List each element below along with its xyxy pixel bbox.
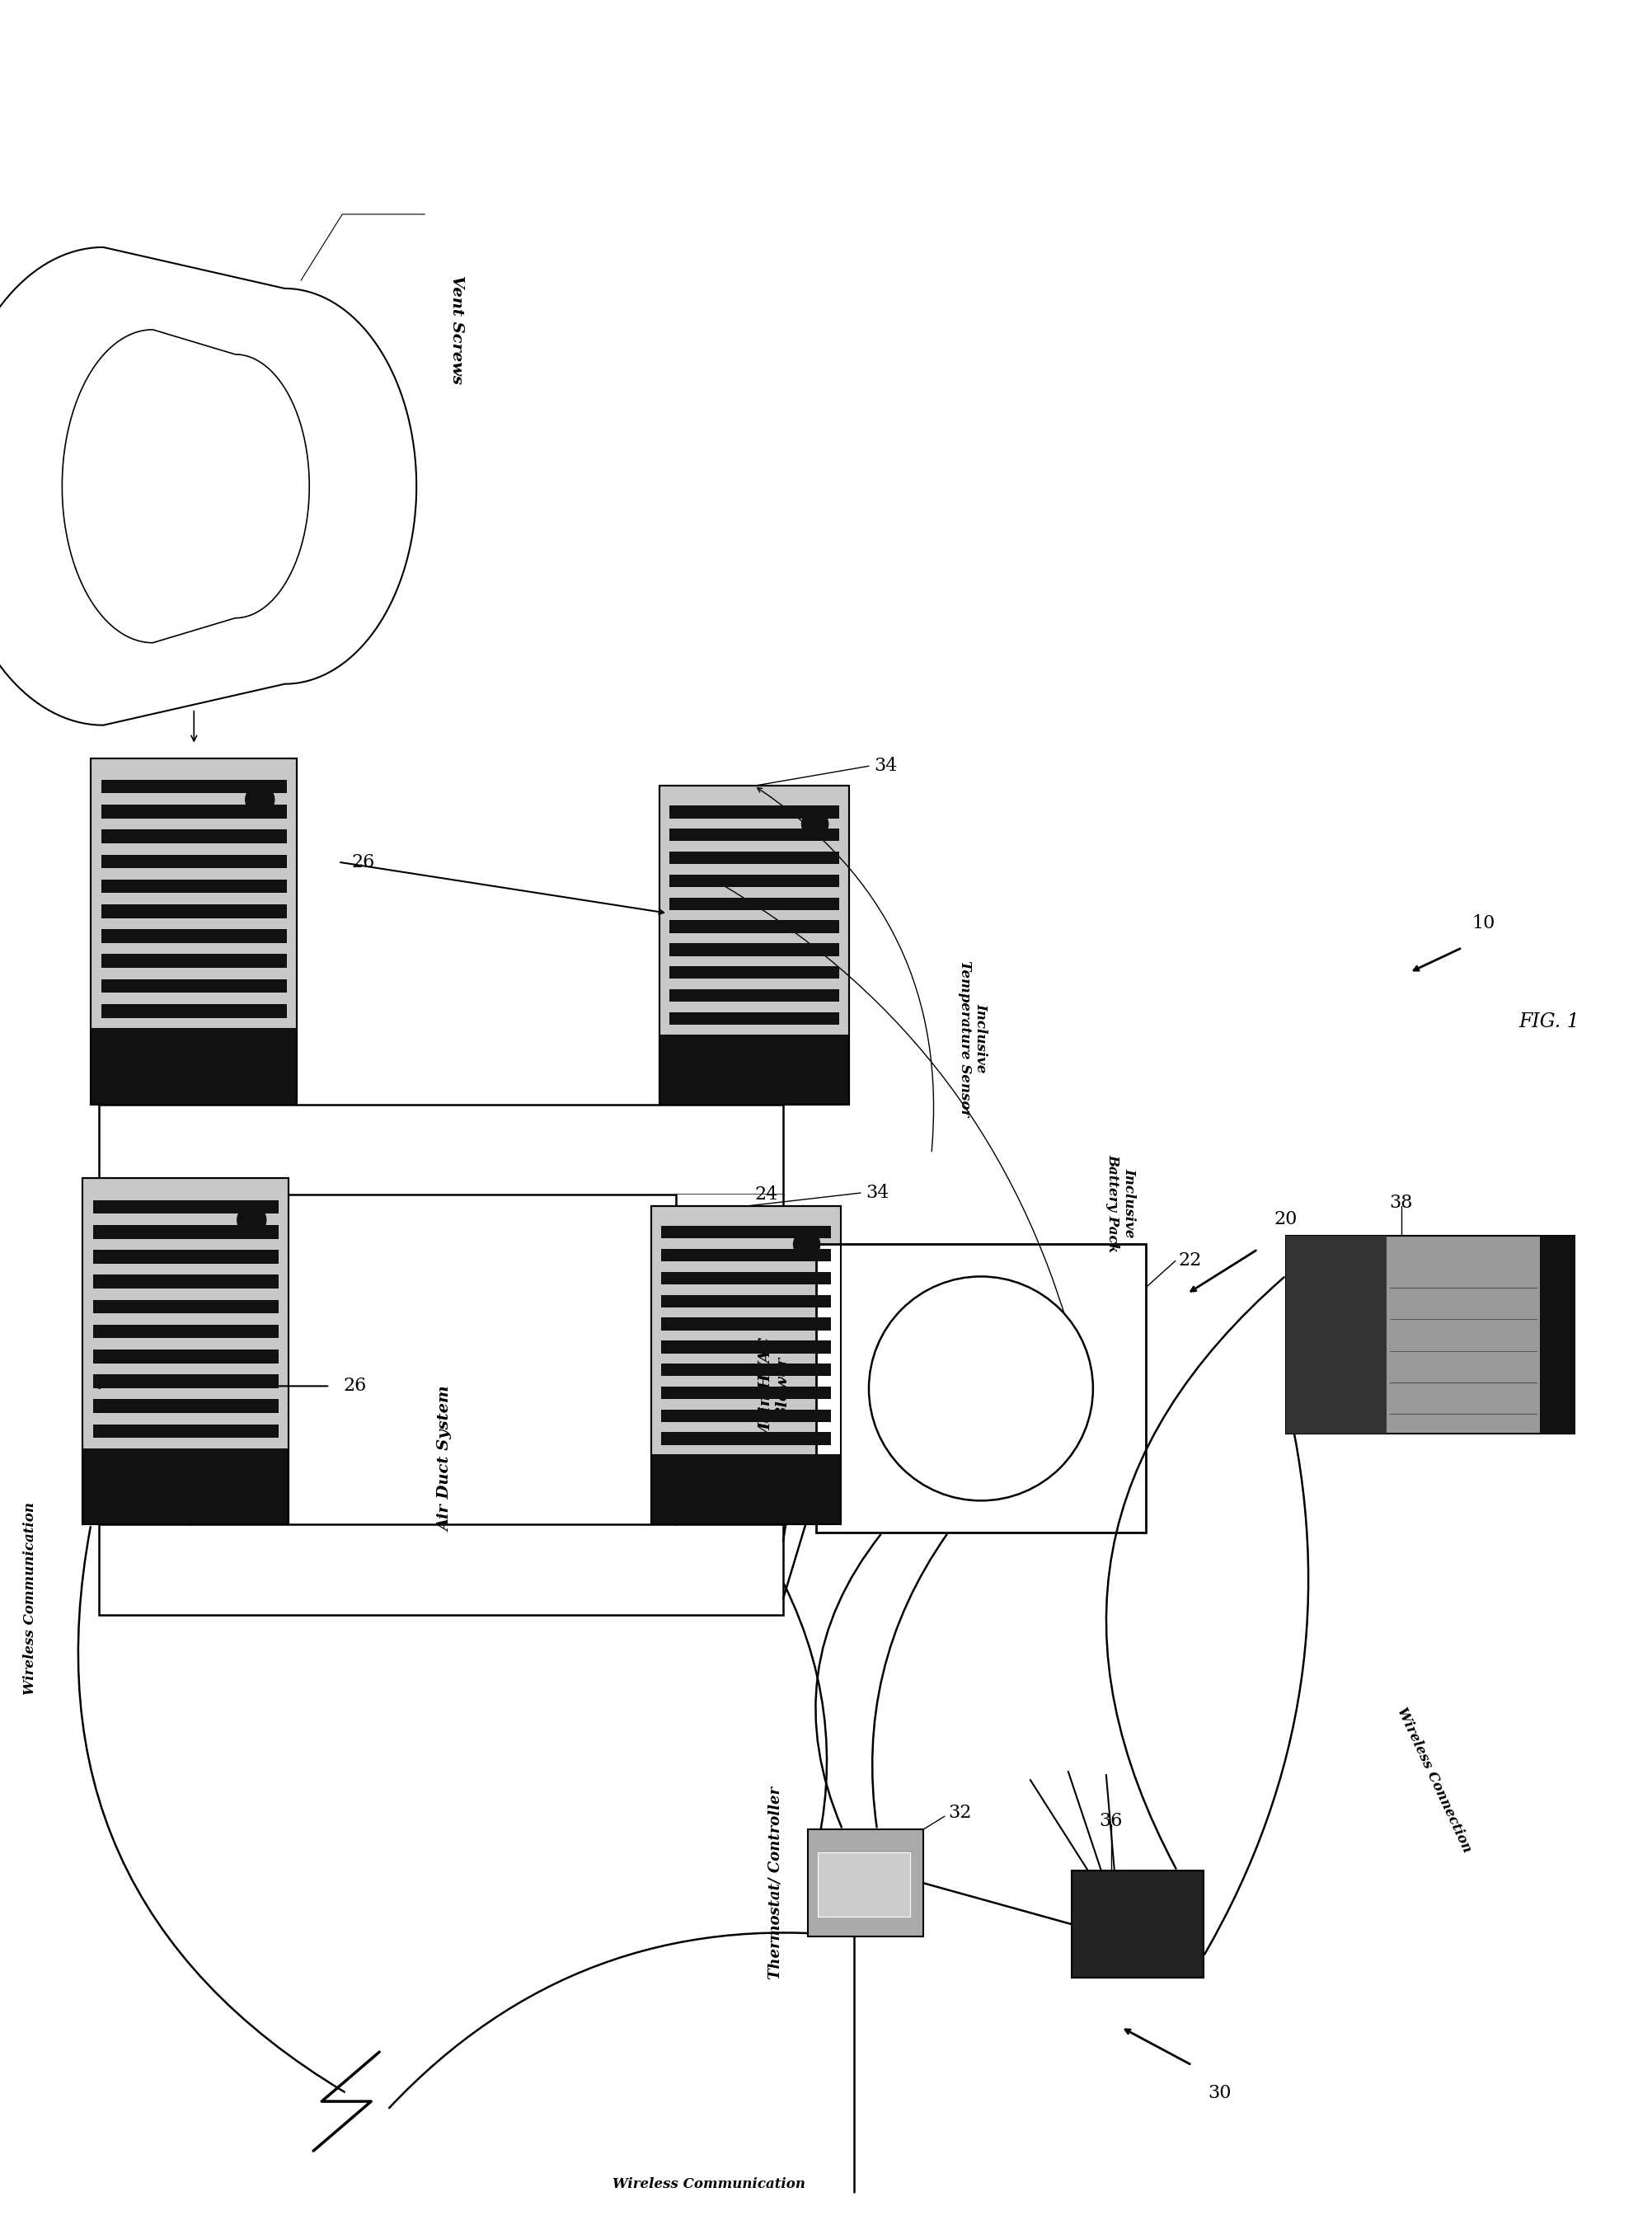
Bar — [669, 1012, 839, 1026]
Circle shape — [869, 1277, 1094, 1500]
Bar — [101, 830, 287, 843]
Polygon shape — [63, 329, 309, 643]
Text: Inclusive
Temperature Sensor: Inclusive Temperature Sensor — [958, 961, 988, 1117]
Bar — [651, 1206, 841, 1524]
Text: FIG. 1: FIG. 1 — [1520, 1012, 1579, 1032]
Text: 20: 20 — [1274, 1210, 1297, 1228]
Text: Air Duct System: Air Duct System — [438, 1386, 453, 1531]
Text: Thermostat/ Controller: Thermostat/ Controller — [768, 1787, 783, 1980]
Bar — [659, 785, 849, 1104]
Bar — [1285, 1237, 1574, 1433]
Bar — [99, 1524, 783, 1615]
Bar — [101, 854, 287, 868]
Bar — [101, 955, 287, 968]
Bar — [93, 1250, 279, 1264]
Circle shape — [793, 1230, 819, 1257]
Text: 22: 22 — [1178, 1253, 1203, 1270]
Bar — [818, 1853, 910, 1916]
Text: Wireless Connection: Wireless Connection — [1394, 1704, 1474, 1856]
Bar — [1540, 1237, 1574, 1433]
Bar — [83, 1448, 289, 1524]
Bar — [101, 1003, 287, 1017]
Bar — [101, 879, 287, 892]
Bar — [101, 805, 287, 819]
Bar — [93, 1351, 279, 1364]
Text: 32: 32 — [948, 1804, 971, 1822]
Text: 10: 10 — [1472, 914, 1495, 932]
Text: 36: 36 — [1100, 1811, 1123, 1831]
Polygon shape — [0, 247, 416, 725]
Text: 26: 26 — [344, 1377, 367, 1395]
Bar — [1072, 1871, 1203, 1978]
Bar — [99, 1195, 190, 1524]
Bar — [661, 1433, 831, 1444]
Text: 34: 34 — [866, 1184, 889, 1202]
Bar — [669, 943, 839, 957]
Bar — [659, 785, 849, 1104]
Bar — [816, 1244, 1146, 1533]
Bar — [651, 1206, 841, 1524]
Bar — [91, 1028, 297, 1104]
Bar — [659, 1035, 849, 1104]
Bar — [91, 759, 297, 1104]
Circle shape — [246, 785, 274, 814]
Bar — [83, 1179, 289, 1524]
Bar — [669, 874, 839, 888]
Bar — [669, 921, 839, 932]
Bar — [93, 1226, 279, 1239]
Bar — [661, 1248, 831, 1262]
Bar — [93, 1275, 279, 1288]
Bar — [101, 903, 287, 919]
Circle shape — [238, 1206, 266, 1235]
Bar — [669, 852, 839, 863]
Bar — [93, 1199, 279, 1213]
Bar — [676, 1195, 783, 1524]
Bar — [661, 1295, 831, 1308]
Bar — [83, 1179, 289, 1524]
Bar — [101, 979, 287, 992]
Text: 24: 24 — [755, 1186, 778, 1204]
Bar — [669, 828, 839, 841]
Bar — [661, 1342, 831, 1353]
Bar — [91, 759, 297, 1104]
Bar — [1285, 1237, 1386, 1433]
Bar — [808, 1829, 923, 1936]
Text: Vent Screws: Vent Screws — [449, 276, 464, 385]
Bar — [93, 1400, 279, 1413]
Bar — [93, 1324, 279, 1337]
Bar — [661, 1317, 831, 1331]
Bar — [661, 1364, 831, 1375]
Bar — [661, 1386, 831, 1400]
Bar — [669, 990, 839, 1001]
Bar — [669, 897, 839, 910]
Bar — [93, 1375, 279, 1388]
Bar — [99, 1104, 783, 1195]
Bar — [661, 1273, 831, 1284]
Bar — [661, 1408, 831, 1422]
Circle shape — [801, 810, 828, 837]
Text: 26: 26 — [352, 852, 375, 870]
Text: 30: 30 — [1208, 2085, 1232, 2103]
Bar — [669, 805, 839, 819]
Text: 34: 34 — [874, 757, 897, 774]
Text: Wireless Communication: Wireless Communication — [23, 1502, 36, 1695]
Bar — [93, 1299, 279, 1313]
Text: 38: 38 — [1389, 1195, 1412, 1213]
Text: Inclusive
Battery Pack: Inclusive Battery Pack — [1105, 1155, 1137, 1253]
Bar — [661, 1226, 831, 1239]
Bar — [101, 930, 287, 943]
Bar — [101, 779, 287, 794]
Bar — [669, 966, 839, 979]
Text: Main HVAC
Blower: Main HVAC Blower — [758, 1337, 791, 1440]
Text: Wireless Communication: Wireless Communication — [613, 2176, 806, 2192]
Bar — [651, 1455, 841, 1524]
Bar — [93, 1424, 279, 1437]
